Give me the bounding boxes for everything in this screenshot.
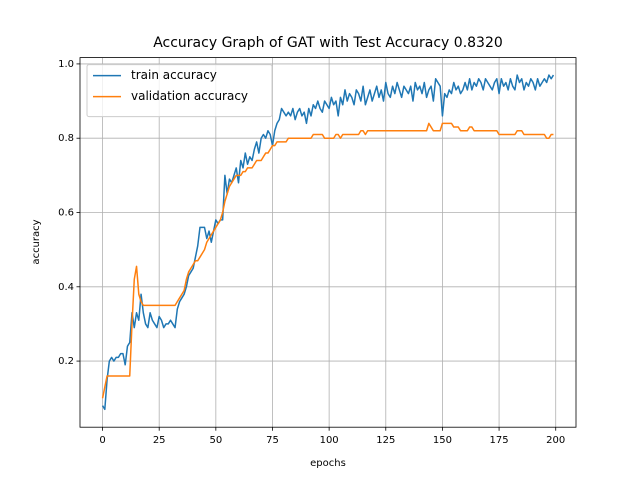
x-tick-label: 150 (433, 435, 452, 446)
x-tick-label: 125 (376, 435, 395, 446)
legend-label: validation accuracy (131, 89, 248, 103)
y-tick-label: 0.8 (58, 133, 74, 144)
legend-label: train accuracy (131, 68, 217, 82)
y-tick-label: 0.6 (58, 207, 74, 218)
x-tick-label: 200 (546, 435, 565, 446)
y-tick-label: 0.2 (58, 356, 74, 367)
legend: train accuracy validation accuracy (86, 64, 273, 118)
y-tick-label: 1.0 (58, 59, 74, 70)
x-tick-label: 175 (490, 435, 509, 446)
x-tick-label: 50 (209, 435, 222, 446)
x-tick-label: 0 (99, 435, 105, 446)
x-tick-label: 100 (320, 435, 339, 446)
chart-title: Accuracy Graph of GAT with Test Accuracy… (153, 35, 503, 51)
x-tick-label: 25 (153, 435, 166, 446)
data-line (101, 122, 554, 399)
x-tick-label: 75 (266, 435, 279, 446)
plot-frame (79, 57, 577, 428)
y-tick-label: 0.4 (58, 282, 74, 293)
data-line (101, 74, 555, 411)
y-axis-label: accuracy (31, 219, 42, 264)
x-axis-label: epochs (310, 458, 346, 469)
legend-box (86, 64, 273, 118)
